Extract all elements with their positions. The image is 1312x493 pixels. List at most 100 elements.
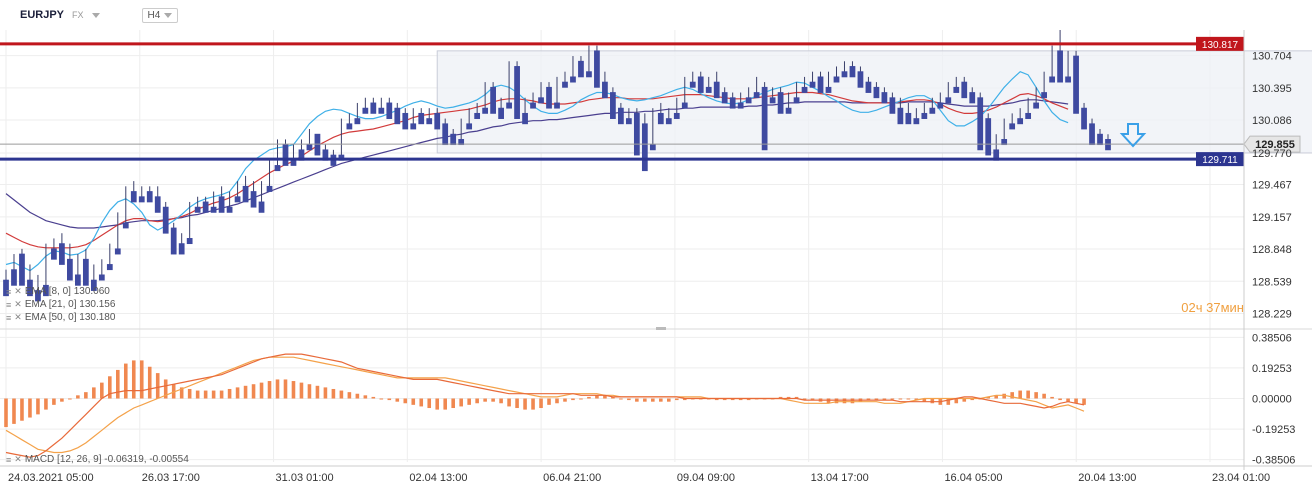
macd-histogram-bar (267, 381, 272, 399)
down-arrow-icon (1119, 123, 1147, 148)
macd-histogram-bar (467, 398, 471, 405)
candle (921, 102, 928, 119)
candle-body (649, 144, 656, 151)
candle-body (761, 86, 768, 151)
candle-body (1017, 118, 1024, 125)
candle (1073, 50, 1079, 114)
macd-histogram-bar (315, 385, 320, 399)
candle (689, 71, 696, 88)
candle (905, 102, 912, 125)
candle-body (785, 107, 792, 114)
candle-body (234, 196, 241, 203)
candle-body (737, 102, 744, 109)
legend-macd[interactable]: ≡ ✕ MACD [12, 26, 9] -0.06319, -0.00554 (6, 454, 189, 465)
candle-body (801, 86, 808, 93)
candle (522, 97, 528, 125)
legend-ema8[interactable]: ≡ ✕ EMA [8, 0] 130.060 (6, 286, 110, 297)
candle-body (3, 279, 9, 297)
macd-histogram-bar (595, 395, 599, 399)
candle-body (921, 112, 928, 119)
candle-body (610, 92, 616, 119)
candle-body (657, 112, 664, 125)
candle-body (362, 107, 369, 114)
x-tick-label: 20.04 13:00 (1078, 472, 1136, 484)
market-label: FX (72, 10, 84, 20)
macd-histogram-bar (1002, 393, 1006, 399)
candle-countdown: 02ч 37мин (1181, 300, 1244, 315)
macd-histogram-bar (874, 398, 879, 400)
legend-close-icon[interactable]: ✕ (14, 454, 22, 464)
macd-histogram-bar (403, 398, 408, 404)
candle (594, 45, 600, 88)
candle-body (602, 81, 608, 99)
macd-histogram-bar (922, 398, 927, 402)
candle (258, 181, 265, 213)
candle (394, 102, 401, 125)
macd-histogram-bar (619, 398, 623, 400)
macd-histogram-bar (139, 360, 144, 399)
legend-menu-icon[interactable]: ≡ (6, 454, 12, 465)
candle (697, 71, 704, 93)
candle-body (594, 50, 600, 88)
macd-histogram-bar (323, 387, 328, 399)
x-tick-label: 26.03 17:00 (142, 472, 200, 484)
macd-histogram-bar (203, 390, 208, 399)
candle (170, 222, 177, 255)
symbol-label[interactable]: EURJPY (20, 9, 65, 21)
candle-body (570, 76, 576, 83)
symbol-dropdown-icon[interactable] (91, 12, 100, 18)
macd-histogram-bar (251, 384, 256, 399)
candle (937, 92, 944, 109)
candle-body (633, 112, 640, 156)
macd-histogram-bar (1058, 398, 1062, 401)
candle (745, 87, 752, 104)
macd-histogram-bar (1010, 392, 1014, 399)
candle (825, 71, 832, 93)
candle (785, 92, 792, 114)
x-tick-label: 23.04 01:00 (1212, 472, 1270, 484)
legend-menu-icon[interactable]: ≡ (6, 299, 12, 310)
macd-histogram-bar (147, 366, 152, 399)
candle (458, 118, 465, 146)
candle-body (146, 191, 153, 203)
candle (90, 264, 97, 291)
candle-body (106, 264, 113, 271)
macd-histogram-bar (986, 396, 991, 399)
candle (729, 92, 736, 109)
candle-body (418, 112, 425, 125)
candle-body (1089, 123, 1095, 146)
candle (11, 254, 17, 286)
macd-histogram-bar (235, 387, 240, 399)
candle (570, 56, 576, 83)
candle-body (729, 97, 736, 109)
candle (59, 233, 65, 265)
legend-menu-icon[interactable]: ≡ (6, 312, 12, 323)
candle-body (490, 86, 496, 114)
legend-close-icon[interactable]: ✕ (14, 312, 22, 322)
candle (618, 102, 624, 125)
legend-ema21[interactable]: ≡ ✕ EMA [21, 0] 130.156 (6, 299, 115, 310)
candle-body (905, 112, 912, 125)
macd-histogram-bar (379, 398, 384, 400)
legend-ema50[interactable]: ≡ ✕ EMA [50, 0] 130.180 (6, 312, 115, 323)
candle (234, 181, 241, 203)
candle-body (306, 144, 313, 151)
timeframe-select[interactable]: H4 (141, 7, 179, 23)
macd-histogram-bar (810, 398, 815, 401)
legend-close-icon[interactable]: ✕ (14, 299, 22, 309)
macd-histogram-bar (611, 396, 615, 399)
candle-body (857, 71, 864, 88)
macd-histogram-bar (571, 398, 575, 401)
legend-close-icon[interactable]: ✕ (14, 286, 22, 296)
candle (370, 97, 377, 114)
support-price-tag (1196, 152, 1244, 167)
candle-body (274, 165, 281, 172)
macd-histogram-bar (52, 398, 56, 405)
legend-menu-icon[interactable]: ≡ (6, 286, 12, 297)
macd-histogram-bar (994, 395, 998, 399)
candle (202, 196, 209, 213)
macd-histogram-bar (68, 398, 72, 400)
candle (1017, 108, 1024, 125)
candle-body (1073, 55, 1079, 114)
